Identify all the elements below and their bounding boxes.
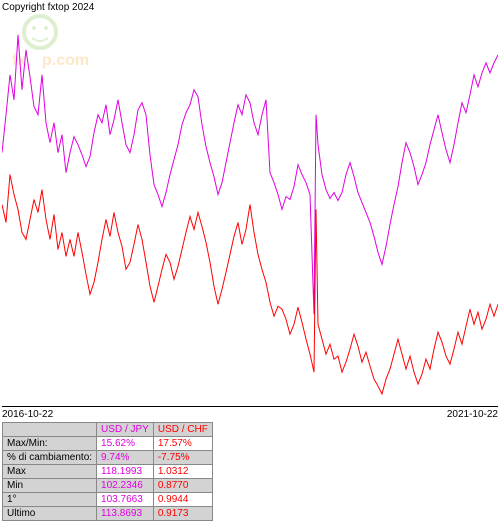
- cell-jpy: 15.62%: [97, 437, 154, 451]
- series-usd-jpy: [2, 35, 498, 314]
- series-usd-chf: [2, 175, 498, 394]
- row-label: Max/Min:: [3, 437, 97, 451]
- cell-chf: 0.9173: [153, 507, 212, 521]
- row-label: Min: [3, 479, 97, 493]
- cell-chf: 0.8770: [153, 479, 212, 493]
- header-empty: [3, 423, 97, 437]
- cell-chf: 17.57%: [153, 437, 212, 451]
- line-chart: [2, 15, 498, 406]
- chart-area: [2, 15, 498, 407]
- table-row: Max/Min: 15.62% 17.57%: [3, 437, 213, 451]
- stats-table: USD / JPY USD / CHF Max/Min: 15.62% 17.5…: [2, 422, 213, 521]
- table-row: Max 118.1993 1.0312: [3, 465, 213, 479]
- header-jpy: USD / JPY: [97, 423, 154, 437]
- cell-jpy: 102.2346: [97, 479, 154, 493]
- table-row: Min 102.2346 0.8770: [3, 479, 213, 493]
- cell-chf: -7.75%: [153, 451, 212, 465]
- table-header-row: USD / JPY USD / CHF: [3, 423, 213, 437]
- table-row: Ultimo 113.8693 0.9173: [3, 507, 213, 521]
- table-row: % di cambiamento: 9.74% -7.75%: [3, 451, 213, 465]
- row-label: Ultimo: [3, 507, 97, 521]
- copyright-text: Copyright fxtop 2024: [2, 2, 94, 13]
- row-label: Max: [3, 465, 97, 479]
- x-axis-start-label: 2016-10-22: [2, 409, 53, 420]
- cell-jpy: 118.1993: [97, 465, 154, 479]
- cell-chf: 1.0312: [153, 465, 212, 479]
- x-axis-end-label: 2021-10-22: [447, 409, 498, 420]
- cell-jpy: 9.74%: [97, 451, 154, 465]
- header-chf: USD / CHF: [153, 423, 212, 437]
- row-label: % di cambiamento:: [3, 451, 97, 465]
- cell-jpy: 113.8693: [97, 507, 154, 521]
